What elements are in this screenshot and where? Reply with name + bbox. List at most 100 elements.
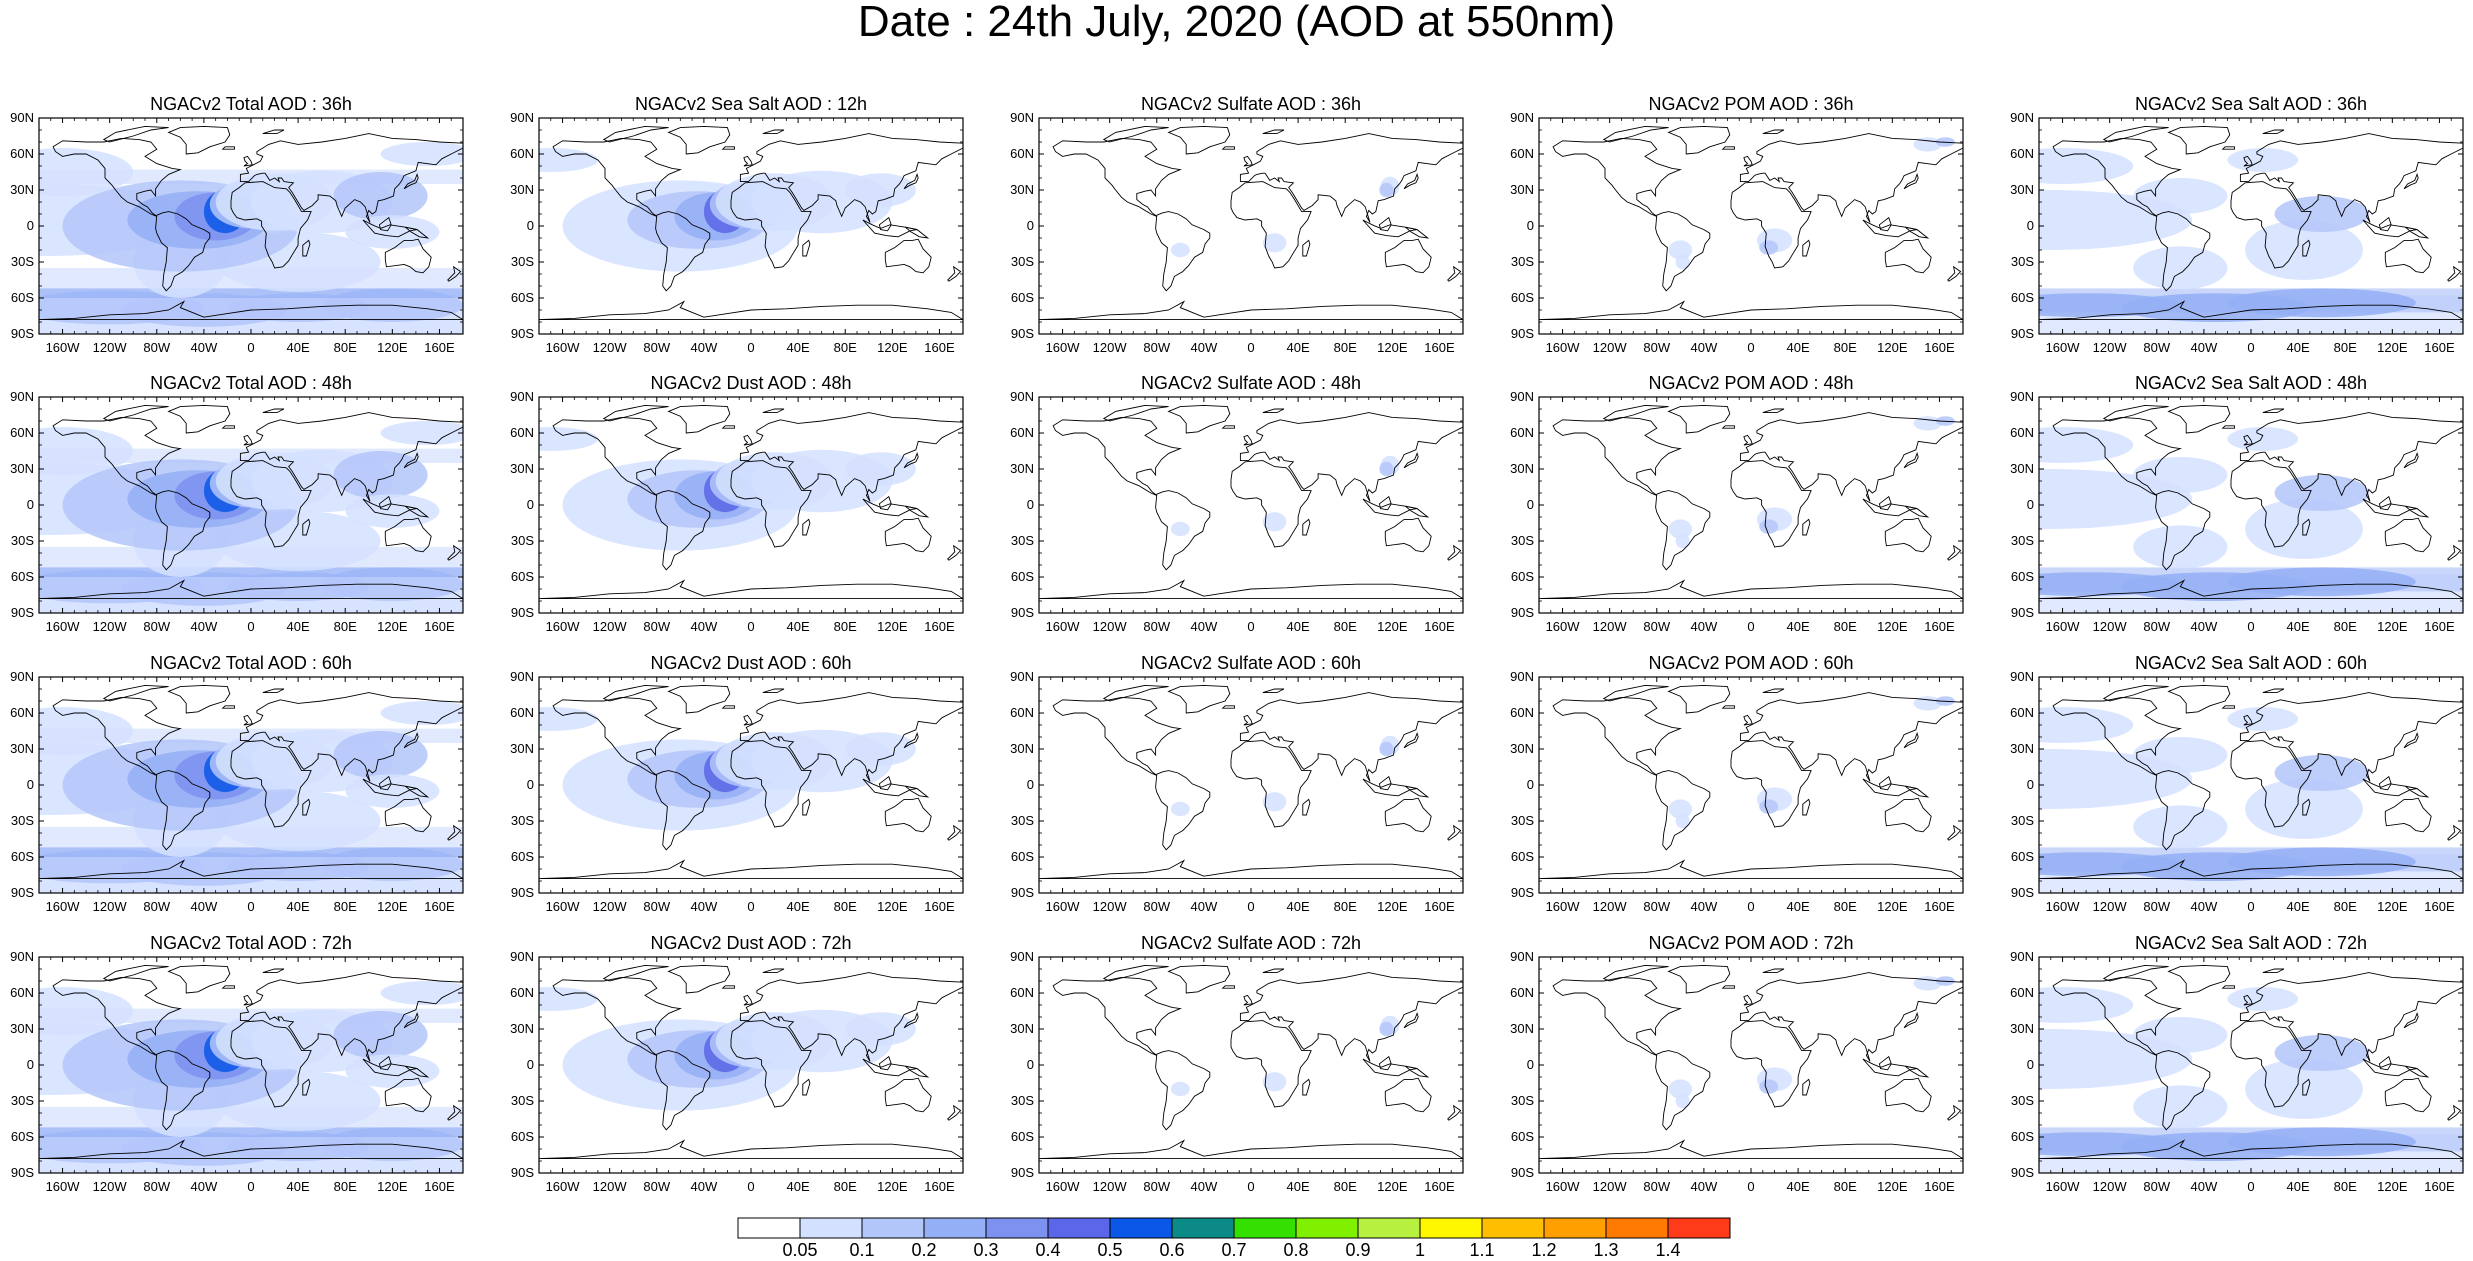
- panel-title: NGACv2 Total AOD : 36h: [150, 94, 352, 114]
- coastline-south-america: [1655, 1050, 1711, 1131]
- lon-label: 120W: [2093, 619, 2128, 634]
- colorbar-label: 0.3: [973, 1240, 998, 1260]
- coastline-british-isles: [1743, 994, 1753, 1006]
- coastline-japan: [2403, 173, 2419, 190]
- coastline-eurasia: [1739, 972, 1963, 1062]
- panel-title: NGACv2 Sulfate AOD : 72h: [1140, 933, 1362, 953]
- lon-label: 160W: [1546, 1179, 1581, 1194]
- coastline-south-america: [1155, 211, 1211, 292]
- coastline-south-america: [155, 770, 211, 851]
- lon-label: 80E: [1834, 340, 1857, 355]
- coastline-south-america: [655, 211, 711, 292]
- lon-label: 120W: [1593, 619, 1628, 634]
- aod-field: [1668, 137, 1955, 270]
- aod-patch: [1379, 182, 1394, 198]
- coastline-svalbard: [762, 408, 785, 414]
- lat-label: 30S: [511, 533, 534, 548]
- lon-label: 40E: [287, 619, 310, 634]
- coastline-iceland: [721, 705, 735, 709]
- coastline-new-zealand: [947, 265, 962, 282]
- coastline-british-isles: [1243, 714, 1253, 726]
- coastline-north-america: [2052, 416, 2182, 496]
- coastline-arctic-islands: [102, 125, 169, 143]
- aod-patch: [2133, 246, 2228, 290]
- aod-patch: [1262, 1072, 1287, 1092]
- lat-label: 30S: [11, 1093, 34, 1108]
- coastline-greenland: [667, 125, 731, 155]
- coastline-borneo: [1878, 1055, 1892, 1071]
- coastline-svalbard: [2262, 968, 2285, 974]
- lon-label: 120E: [2377, 899, 2408, 914]
- coastline-svalbard: [762, 968, 785, 974]
- lat-label: 90N: [2010, 669, 2034, 684]
- lon-label: 80W: [643, 899, 670, 914]
- lat-label: 90N: [1510, 669, 1534, 684]
- coastline-new-zealand: [2447, 544, 2462, 561]
- coastline-iceland: [721, 425, 735, 429]
- lat-label: 90S: [1011, 885, 1034, 900]
- lon-label: 120E: [1377, 619, 1408, 634]
- coastline-borneo: [878, 1055, 892, 1071]
- aod-patch: [333, 731, 428, 779]
- aod-field: [539, 707, 916, 831]
- coastline-eurasia: [239, 972, 463, 1062]
- colorbar-box: [1047, 1217, 1111, 1239]
- aod-field: [39, 981, 463, 1173]
- coastline-africa: [730, 181, 812, 269]
- coastline-antarctica: [2039, 859, 2463, 880]
- aod-patch: [333, 172, 428, 220]
- lat-label: 0: [1027, 777, 1034, 792]
- lon-label: 120W: [1093, 619, 1128, 634]
- lon-label: 120E: [377, 899, 408, 914]
- coastline-eurasia: [1239, 133, 1463, 223]
- lon-label: 160E: [2424, 1179, 2455, 1194]
- lon-label: 80W: [143, 619, 170, 634]
- coastline-greenland: [2167, 684, 2231, 714]
- lat-label: 30N: [2010, 1021, 2034, 1036]
- lat-label: 30S: [2011, 1093, 2034, 1108]
- panel-title: NGACv2 Dust AOD : 72h: [650, 933, 852, 953]
- lon-label: 160W: [1046, 1179, 1081, 1194]
- aod-patch: [1379, 1021, 1394, 1037]
- lat-label: 60N: [1010, 425, 1034, 440]
- lat-label: 60S: [11, 849, 34, 864]
- coastline-new-guinea: [905, 226, 930, 239]
- coastline-greenland: [167, 125, 231, 155]
- lon-label: 80E: [2334, 340, 2357, 355]
- coastline-japan: [1903, 452, 1919, 469]
- map-panel: 90N 60N 30N 0 30S 60S 90S 160W 120W 80W 40W 0 40E 80E…: [10, 110, 464, 355]
- lon-label: 80E: [1834, 619, 1857, 634]
- aod-patch: [845, 1012, 916, 1046]
- coastline-arctic-islands: [602, 125, 669, 143]
- lat-label: 60N: [1010, 705, 1034, 720]
- coastline-australia: [1384, 1077, 1432, 1113]
- coastline-japan: [903, 732, 919, 749]
- lon-label: 80W: [1143, 340, 1170, 355]
- lat-label: 30S: [1011, 813, 1034, 828]
- lat-label: 60N: [10, 985, 34, 1000]
- lat-label: 60S: [11, 1129, 34, 1144]
- coastline-new-guinea: [905, 505, 930, 518]
- lat-label: 30N: [1510, 1021, 1534, 1036]
- coastline-north-america: [1552, 137, 1682, 217]
- map-panel: 90N 60N 30N 0 30S 60S 90S 160W 120W 80W 40W 0 40E 80E…: [1510, 389, 1964, 634]
- coastline-south-america: [2155, 1050, 2211, 1131]
- coastlines: [539, 964, 963, 1160]
- coastline-south-america: [1155, 770, 1211, 851]
- aod-patch: [2133, 1017, 2228, 1053]
- lon-label: 80E: [334, 340, 357, 355]
- coastlines: [2039, 404, 2463, 600]
- aod-patch: [1675, 813, 1690, 829]
- aod-patch: [1262, 792, 1287, 812]
- lon-label: 120E: [1877, 899, 1908, 914]
- page-title: Date : 24th July, 2020 (AOD at 550nm): [857, 0, 1616, 46]
- lon-label: 40E: [2287, 1179, 2310, 1194]
- coastline-madagascar: [1302, 518, 1311, 536]
- coastline-borneo: [2378, 216, 2392, 232]
- lon-label: 120W: [1593, 899, 1628, 914]
- lon-label: 160W: [1546, 340, 1581, 355]
- colorbar-boxes: [737, 1217, 1731, 1239]
- coastline-japan: [1403, 173, 1419, 190]
- coastline-arctic-islands: [1102, 964, 1169, 982]
- panel-title: NGACv2 Total AOD : 72h: [150, 933, 352, 953]
